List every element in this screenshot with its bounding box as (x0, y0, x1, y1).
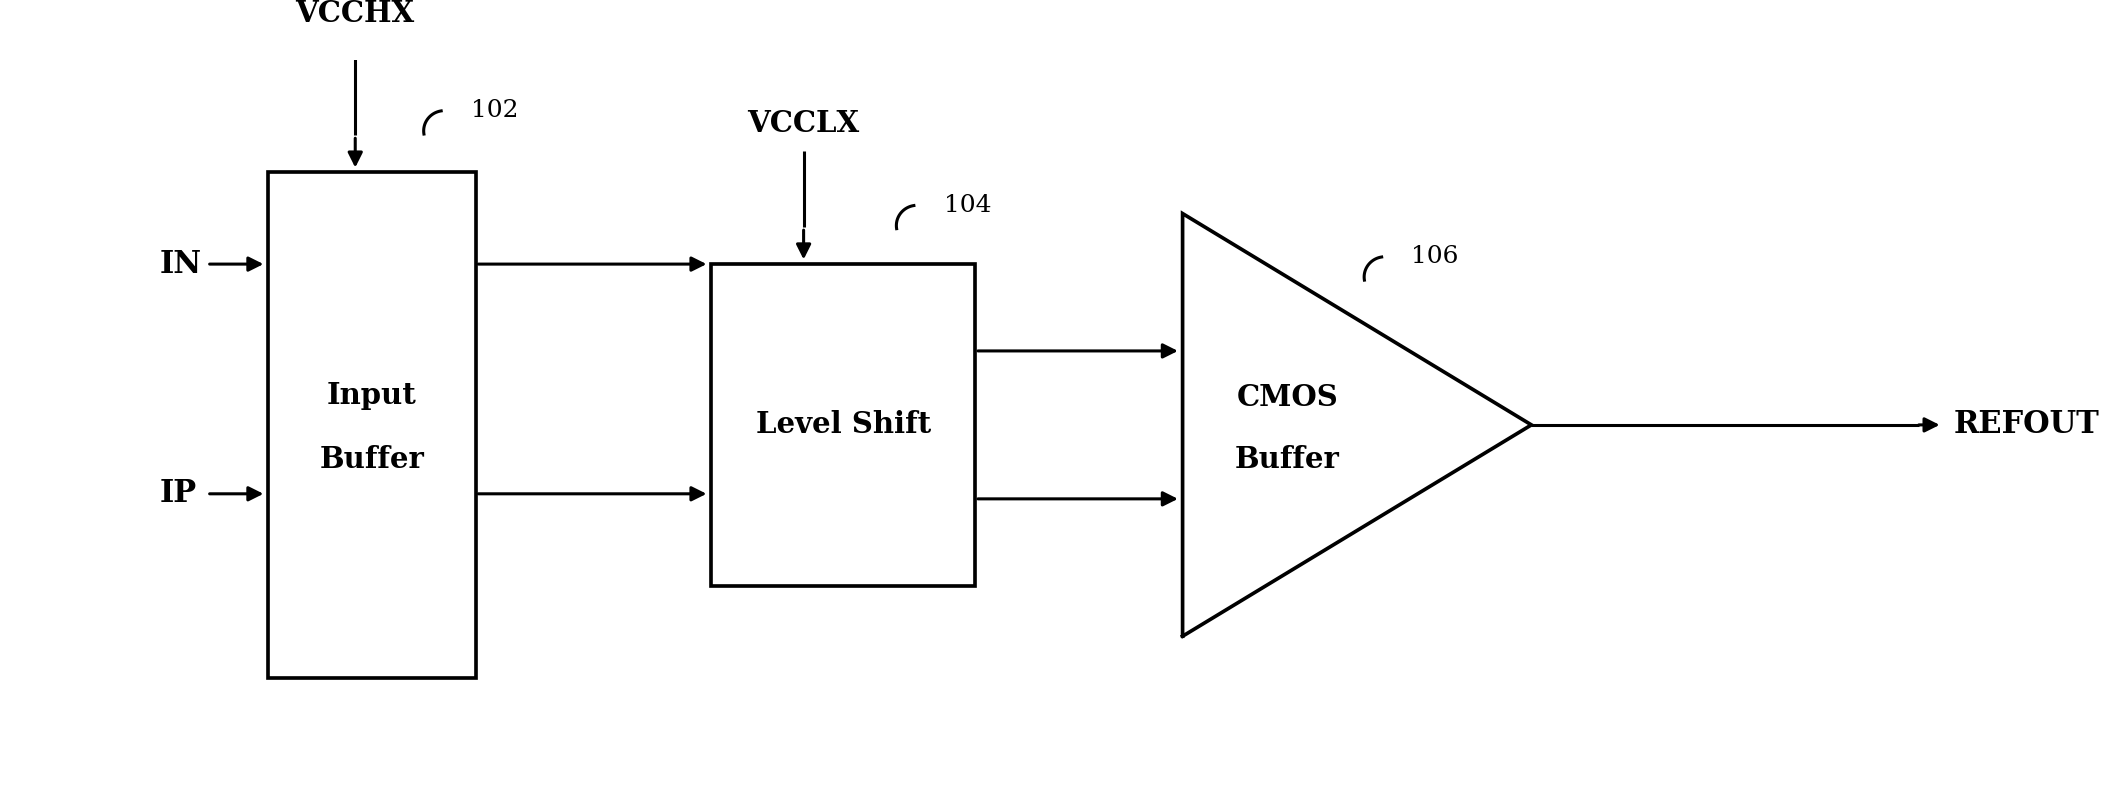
Text: Input: Input (327, 381, 416, 410)
Text: 102: 102 (471, 99, 519, 122)
Text: Buffer: Buffer (319, 445, 424, 474)
Text: Level Shift: Level Shift (756, 410, 931, 440)
Text: IN: IN (160, 249, 203, 280)
Text: CMOS: CMOS (1237, 383, 1338, 412)
Text: IP: IP (160, 478, 196, 509)
Bar (268, 172, 475, 678)
Text: VCCLX: VCCLX (747, 109, 859, 139)
Text: 104: 104 (944, 194, 990, 217)
Text: 106: 106 (1412, 246, 1459, 268)
Text: Buffer: Buffer (1235, 445, 1340, 474)
Text: VCCHX: VCCHX (296, 0, 416, 28)
Text: REFOUT: REFOUT (1955, 409, 2100, 440)
Bar (711, 264, 975, 586)
